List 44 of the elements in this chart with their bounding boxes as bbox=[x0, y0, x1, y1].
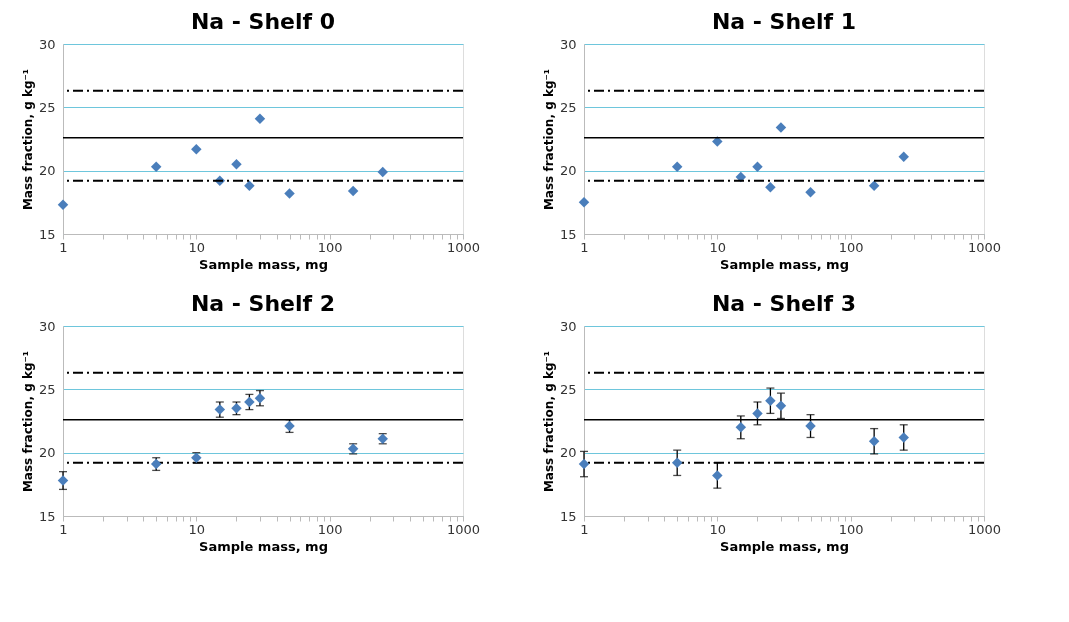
y-axis-title: Mass fraction, g kg⁻¹ bbox=[20, 68, 35, 211]
x-tick-label: 1 bbox=[580, 239, 589, 255]
x-tick-label: 100 bbox=[317, 239, 343, 255]
x-tick-label: 1 bbox=[59, 521, 68, 537]
y-tick-label: 20 bbox=[559, 163, 577, 179]
y-axis-title: Mass fraction, g kg⁻¹ bbox=[541, 68, 556, 211]
x-tick-label: 10 bbox=[188, 521, 206, 537]
x-tick-label: 1000 bbox=[967, 239, 1002, 255]
y-tick-label: 25 bbox=[38, 99, 56, 115]
y-tick-label: 15 bbox=[38, 508, 56, 524]
x-tick-label: 10 bbox=[709, 239, 727, 255]
y-tick-label: 25 bbox=[559, 381, 577, 397]
chart-title: Na - Shelf 1 bbox=[711, 9, 857, 34]
x-axis-title: Sample mass, mg bbox=[199, 256, 328, 272]
y-tick-label: 20 bbox=[38, 445, 56, 461]
y-tick-label: 30 bbox=[559, 36, 577, 52]
x-axis-title: Sample mass, mg bbox=[720, 256, 849, 272]
y-axis-title: Mass fraction, g kg⁻¹ bbox=[20, 350, 35, 493]
x-tick-label: 100 bbox=[838, 239, 864, 255]
y-tick-label: 15 bbox=[559, 508, 577, 524]
chart-title: Na - Shelf 0 bbox=[190, 9, 336, 34]
y-axis-title: Mass fraction, g kg⁻¹ bbox=[541, 350, 556, 493]
x-tick-label: 1000 bbox=[446, 521, 481, 537]
chart-title: Na - Shelf 2 bbox=[190, 291, 336, 316]
x-tick-label: 10 bbox=[188, 239, 206, 255]
x-tick-label: 1 bbox=[59, 239, 68, 255]
x-tick-label: 1000 bbox=[967, 521, 1002, 537]
x-tick-label: 1 bbox=[580, 521, 589, 537]
x-tick-label: 10 bbox=[709, 521, 727, 537]
x-axis-title: Sample mass, mg bbox=[720, 538, 849, 554]
x-tick-label: 100 bbox=[317, 521, 343, 537]
y-tick-label: 25 bbox=[38, 381, 56, 397]
y-tick-label: 30 bbox=[559, 318, 577, 334]
y-tick-label: 20 bbox=[559, 445, 577, 461]
y-tick-label: 30 bbox=[38, 318, 56, 334]
y-tick-label: 25 bbox=[559, 99, 577, 115]
x-axis-title: Sample mass, mg bbox=[199, 538, 328, 554]
y-tick-label: 30 bbox=[38, 36, 56, 52]
x-tick-label: 1000 bbox=[446, 239, 481, 255]
y-tick-label: 15 bbox=[559, 226, 577, 242]
chart-title: Na - Shelf 3 bbox=[711, 291, 857, 316]
y-tick-label: 15 bbox=[38, 226, 56, 242]
y-tick-label: 20 bbox=[38, 163, 56, 179]
x-tick-label: 100 bbox=[838, 521, 864, 537]
